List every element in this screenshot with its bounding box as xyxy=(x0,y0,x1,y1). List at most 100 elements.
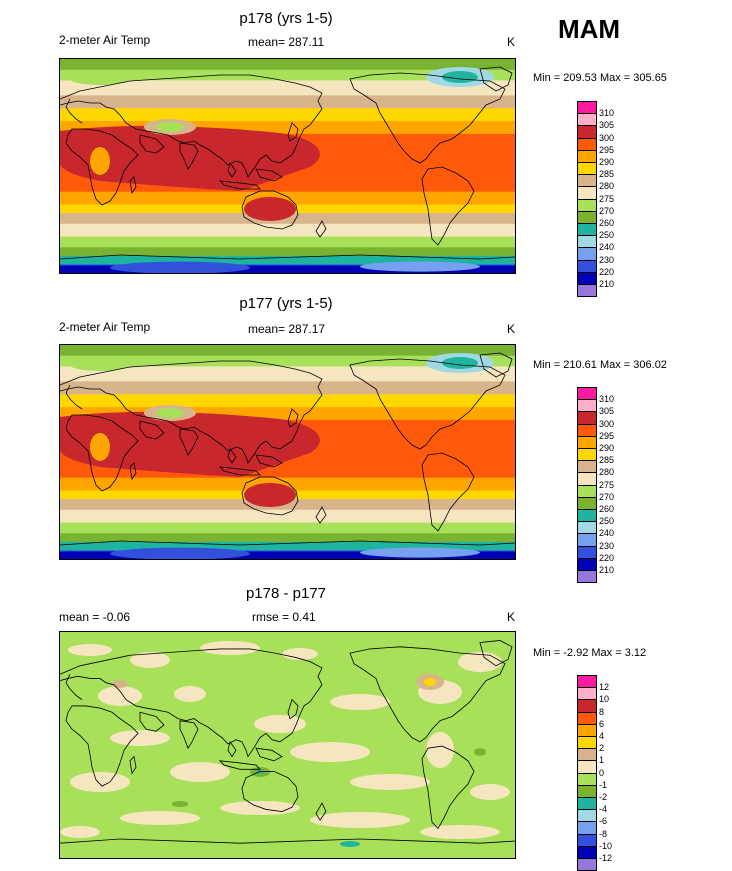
min-max-label: Min = -2.92 Max = 3.12 xyxy=(533,647,647,659)
temperature-band xyxy=(60,541,515,551)
legend-swatch xyxy=(577,711,597,725)
temperature-band xyxy=(60,551,515,559)
cold-region xyxy=(156,408,184,418)
temperature-map xyxy=(59,344,516,560)
temperature-band xyxy=(60,59,515,71)
legend-tick-label: 310 xyxy=(599,394,615,405)
temperature-band xyxy=(60,108,515,122)
temperature-band xyxy=(60,381,515,395)
legend-tick-label: -2 xyxy=(599,792,608,802)
cold-region xyxy=(70,359,130,371)
temperature-band xyxy=(60,509,515,524)
coastline xyxy=(129,176,137,195)
legend-swatch xyxy=(577,411,597,425)
coastline xyxy=(255,168,283,182)
legend-swatch xyxy=(577,760,597,774)
mean-label: mean= 287.17 xyxy=(248,322,326,336)
coastline xyxy=(65,705,139,787)
difference-region xyxy=(98,686,142,706)
coastline xyxy=(60,540,515,546)
legend-swatch xyxy=(577,247,597,261)
legend-swatch xyxy=(577,113,597,127)
temperature-band xyxy=(60,255,515,265)
difference-region xyxy=(220,801,300,815)
legend-swatch xyxy=(577,174,597,188)
legend-swatch xyxy=(577,137,597,151)
legend-tick-label: 285 xyxy=(599,169,615,180)
legend-swatch xyxy=(577,210,597,224)
coastline xyxy=(65,674,83,700)
legend-swatch xyxy=(577,687,597,701)
coastline xyxy=(479,66,513,92)
min-max-label: Min = 210.61 Max = 306.02 xyxy=(533,359,667,371)
coastline xyxy=(60,74,323,178)
legend-tick-label: 270 xyxy=(599,205,615,216)
legend-swatch xyxy=(577,533,597,547)
difference-region xyxy=(424,678,436,686)
legend-tick-label: 280 xyxy=(599,467,615,478)
coastline xyxy=(227,448,237,464)
coastline xyxy=(218,466,261,476)
legend-swatch xyxy=(577,521,597,535)
coastline xyxy=(287,698,299,720)
units-label: K xyxy=(507,322,516,336)
coastlines xyxy=(60,640,515,844)
coastline xyxy=(349,646,506,743)
cold-region xyxy=(360,261,480,272)
temperature-band xyxy=(60,69,515,81)
temperature-band xyxy=(60,80,515,96)
coastline xyxy=(421,452,475,532)
coastlines xyxy=(60,66,515,260)
temperature-band xyxy=(60,236,515,248)
legend-tick-label: -4 xyxy=(599,804,608,815)
legend-tick-label: 295 xyxy=(599,144,615,155)
legend-tick-label: 1 xyxy=(599,755,605,766)
legend-tick-label: 290 xyxy=(599,157,615,167)
legend-tick-label: 4 xyxy=(599,731,605,741)
min-max-label: Min = 209.53 Max = 305.65 xyxy=(533,72,667,84)
legend-swatch xyxy=(577,821,597,835)
difference-region xyxy=(330,694,390,710)
difference-region xyxy=(172,801,188,807)
mean-label: mean= 287.11 xyxy=(248,35,325,49)
coastline xyxy=(60,254,515,260)
coastline xyxy=(315,802,327,821)
coastline xyxy=(315,220,327,238)
temperature-band xyxy=(60,522,515,534)
difference-region xyxy=(70,772,130,792)
rmse-label: rmse = 0.41 xyxy=(252,610,316,624)
coastline xyxy=(349,358,506,450)
legend-swatch xyxy=(577,557,597,571)
panel-difference: p178 - p177 mean = -0.06 rmse = 0.41 K M… xyxy=(0,573,732,871)
panel-title: p178 - p177 xyxy=(245,585,327,602)
legend-tick-label: 210 xyxy=(599,565,615,575)
coastline xyxy=(60,838,515,844)
units-label: K xyxy=(507,35,516,49)
mean-label: mean = -0.06 xyxy=(59,610,131,624)
legend-tick-label: 285 xyxy=(599,455,615,466)
legend-swatch xyxy=(577,845,597,859)
legend-tick-label: 220 xyxy=(599,552,615,563)
legend-tick-label: 305 xyxy=(599,120,615,131)
season-title: MAM xyxy=(558,14,621,44)
difference-region xyxy=(256,770,264,774)
coastline xyxy=(218,180,261,190)
hot-region xyxy=(60,411,320,477)
cold-region xyxy=(110,261,250,273)
panel-title: p178 (yrs 1-5) xyxy=(239,10,333,27)
legend-tick-label: 230 xyxy=(599,254,615,265)
panel-p178: p178 (yrs 1-5) 2-meter Air Temp mean= 28… xyxy=(0,0,732,298)
coastline xyxy=(241,476,299,516)
coastline xyxy=(139,711,165,732)
variable-label: 2-meter Air Temp xyxy=(59,320,151,334)
temperature-band xyxy=(60,366,515,382)
temperature-band xyxy=(60,499,515,511)
legend-tick-label: -10 xyxy=(599,840,613,851)
temperature-field xyxy=(60,345,515,559)
legend-tick-label: 240 xyxy=(599,528,615,539)
hot-region xyxy=(60,125,320,191)
temperature-band xyxy=(60,213,515,225)
temperature-band xyxy=(60,477,515,492)
difference-map xyxy=(59,631,516,859)
coastline xyxy=(179,720,199,750)
